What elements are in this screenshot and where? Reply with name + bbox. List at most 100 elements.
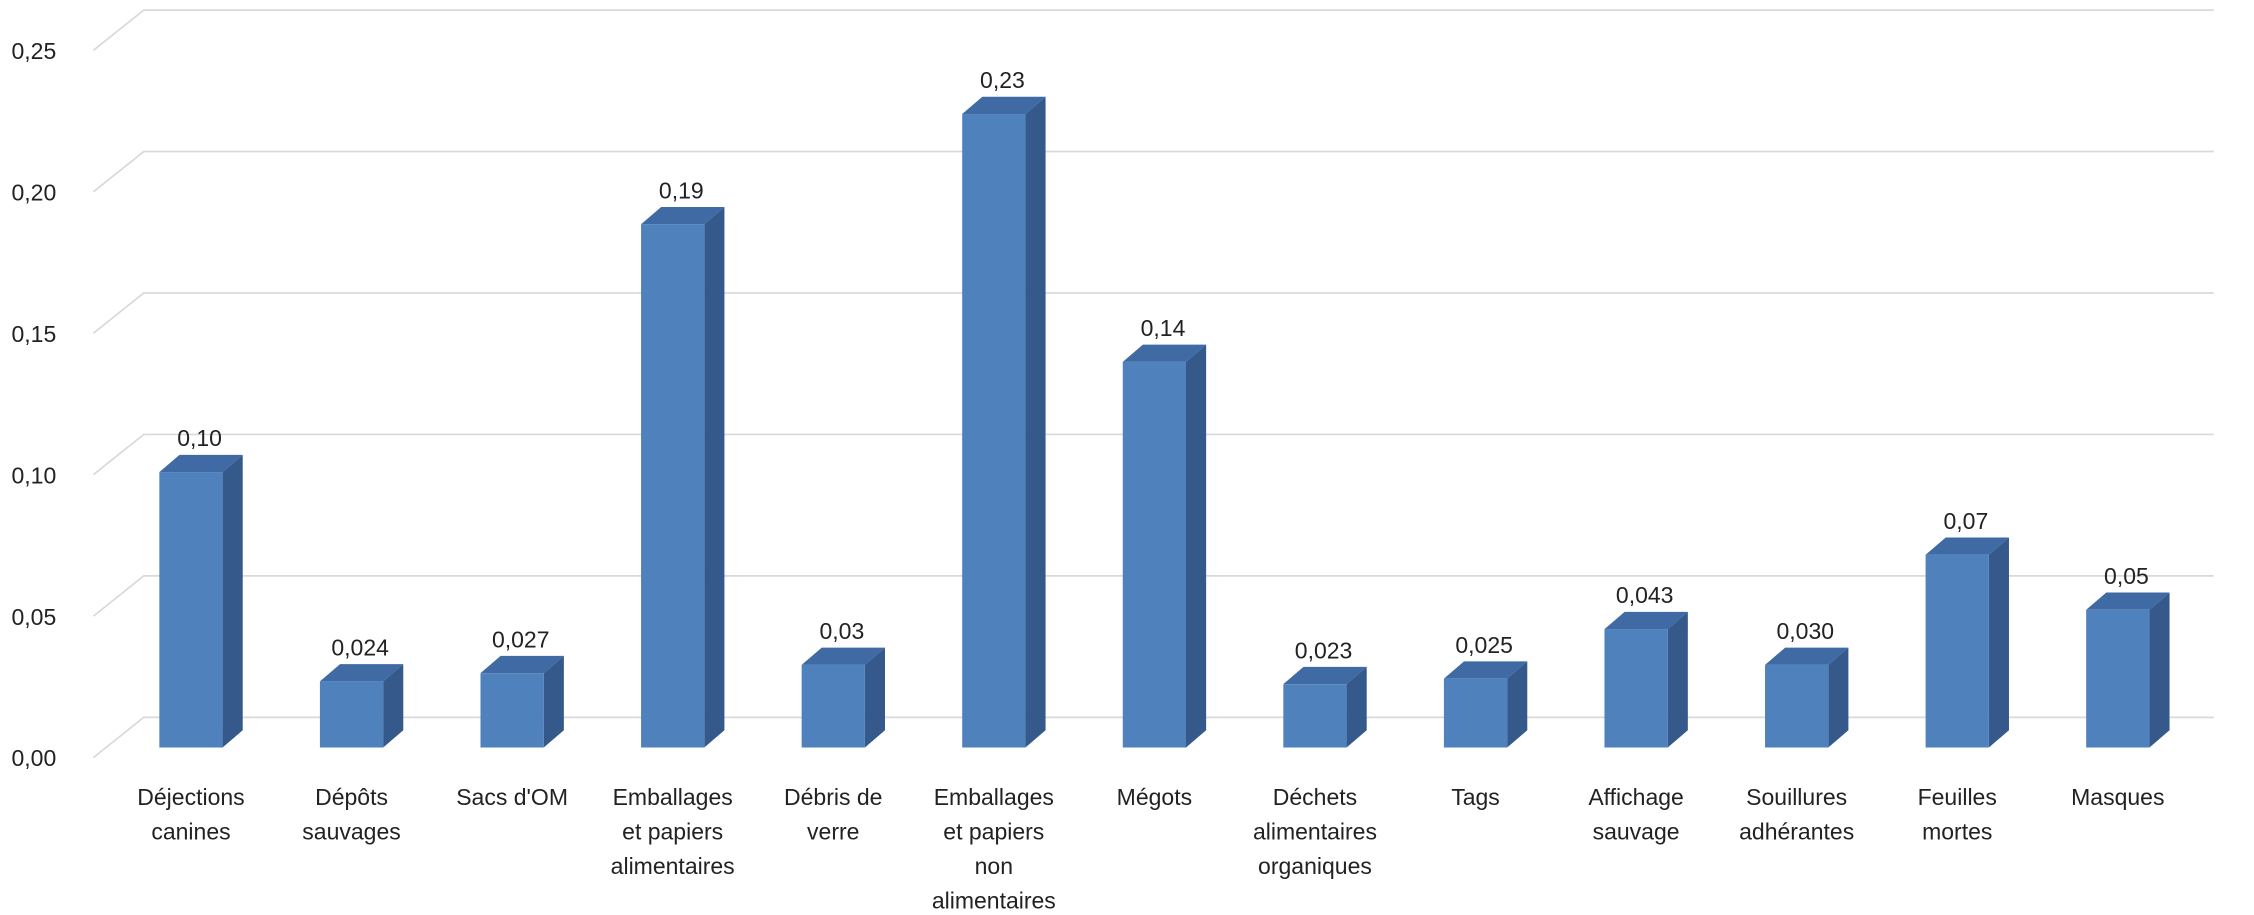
- y-tick-label: 0,00: [12, 745, 57, 771]
- x-tick-line: mortes: [1922, 819, 1992, 845]
- x-tick-label: Déchets alimentaires organiques: [1253, 784, 1377, 879]
- data-label: 0,025: [1455, 632, 1513, 658]
- bar: [2086, 609, 2150, 748]
- data-label: 0,03: [819, 618, 864, 644]
- bar-side: [1025, 96, 1046, 748]
- data-label: 0,030: [1777, 618, 1835, 644]
- bar: [1443, 678, 1508, 748]
- bar: [641, 224, 705, 748]
- y-tick-label: 0,05: [12, 604, 57, 630]
- bar-side: [222, 454, 243, 748]
- grid-line: [92, 9, 2214, 52]
- bar: [159, 472, 223, 748]
- bar: [1122, 361, 1187, 748]
- x-tick-label: Souillures adhérantes: [1739, 784, 1854, 845]
- x-tick-label: Débris de verre: [784, 784, 882, 845]
- x-tick-label: Mégots: [1117, 784, 1192, 810]
- bar: [1765, 664, 1829, 748]
- data-label: 0,024: [331, 635, 389, 661]
- x-tick-line: Sacs d'OM: [456, 784, 568, 810]
- x-tick-label: Sacs d'OM: [456, 784, 568, 810]
- bar: [801, 664, 865, 748]
- data-label: 0,23: [980, 67, 1025, 93]
- data-label: 0,043: [1616, 582, 1674, 608]
- x-tick-line: et papiers: [943, 819, 1044, 845]
- bar-side: [864, 647, 885, 748]
- x-tick-line: adhérantes: [1739, 819, 1854, 845]
- grid-line: [92, 150, 2214, 193]
- bar-side: [704, 206, 725, 748]
- x-tick-line: et papiers: [622, 819, 723, 845]
- bar-side: [1186, 344, 1207, 748]
- x-tick-line: Feuilles: [1918, 784, 1997, 810]
- x-tick-line: Mégots: [1117, 784, 1192, 810]
- x-tick-line: Déchets: [1273, 784, 1357, 810]
- x-tick-line: alimentaires: [611, 853, 735, 879]
- bar-top: [1122, 344, 1207, 362]
- bar: [1925, 554, 1989, 748]
- x-tick-label: Affichage sauvage: [1588, 784, 1683, 845]
- bar: [1283, 684, 1347, 748]
- x-tick-label: Feuilles mortes: [1918, 784, 1997, 845]
- x-tick-line: verre: [807, 819, 859, 845]
- grid-line: [92, 292, 2214, 334]
- x-tick-label: Emballages et papiers alimentaires: [611, 784, 735, 879]
- bar-top: [319, 664, 404, 682]
- bar-top: [962, 96, 1046, 115]
- x-tick-line: Souillures: [1746, 784, 1847, 810]
- x-tick-label: Emballages et papiers non alimentaires: [932, 784, 1056, 914]
- data-label: 0,05: [2104, 563, 2149, 589]
- bar-top: [1283, 666, 1367, 685]
- x-tick-line: sauvages: [302, 819, 400, 845]
- bar-side: [1346, 666, 1367, 748]
- data-label: 0,023: [1295, 637, 1353, 663]
- grid-line: [92, 433, 2214, 476]
- x-tick-line: sauvage: [1593, 819, 1680, 845]
- x-tick-label: Déjections canines: [137, 784, 244, 845]
- bar-side: [383, 664, 404, 748]
- bar-top: [801, 647, 885, 665]
- x-tick-line: Emballages: [613, 784, 733, 810]
- x-tick-line: Déjections: [137, 784, 244, 810]
- bar-side: [1667, 611, 1688, 748]
- x-tick-line: organiques: [1258, 853, 1372, 879]
- bar-top: [1443, 661, 1528, 679]
- x-tick-line: Débris de: [784, 784, 882, 810]
- data-label: 0,10: [177, 425, 222, 451]
- bar: [480, 673, 544, 748]
- bar: [1604, 629, 1668, 748]
- bar-side: [1828, 647, 1849, 748]
- bar-top: [480, 655, 564, 674]
- bar-top: [641, 206, 725, 225]
- y-tick-label: 0,25: [12, 38, 57, 64]
- x-tick-label: Masques: [2071, 784, 2164, 810]
- bar-top: [2086, 592, 2170, 610]
- bar-side: [2149, 592, 2170, 748]
- bar-side: [1988, 537, 2009, 748]
- y-tick-label: 0,15: [12, 321, 57, 347]
- y-tick-label: 0,10: [12, 462, 57, 488]
- bar: [962, 114, 1026, 748]
- x-tick-line: alimentaires: [1253, 819, 1377, 845]
- bar-top: [1765, 647, 1849, 665]
- x-tick-line: non: [975, 853, 1013, 879]
- x-tick-line: Emballages: [934, 784, 1054, 810]
- x-tick-line: Dépôts: [315, 784, 388, 810]
- bar: [319, 681, 384, 748]
- data-label: 0,027: [492, 626, 550, 652]
- data-label: 0,19: [659, 177, 704, 203]
- x-tick-line: alimentaires: [932, 888, 1056, 914]
- bar-side: [543, 655, 564, 748]
- y-tick-label: 0,20: [12, 179, 57, 205]
- x-tick-line: Masques: [2071, 784, 2164, 810]
- x-tick-label: Dépôts sauvages: [302, 784, 400, 845]
- bar-side: [1507, 661, 1528, 748]
- x-tick-label: Tags: [1451, 784, 1500, 810]
- bar-top: [1604, 611, 1688, 630]
- bar-top: [159, 454, 243, 473]
- x-tick-line: Tags: [1451, 784, 1500, 810]
- x-tick-line: Affichage: [1588, 784, 1683, 810]
- grid-line: [92, 575, 2214, 617]
- x-tick-line: canines: [151, 819, 230, 845]
